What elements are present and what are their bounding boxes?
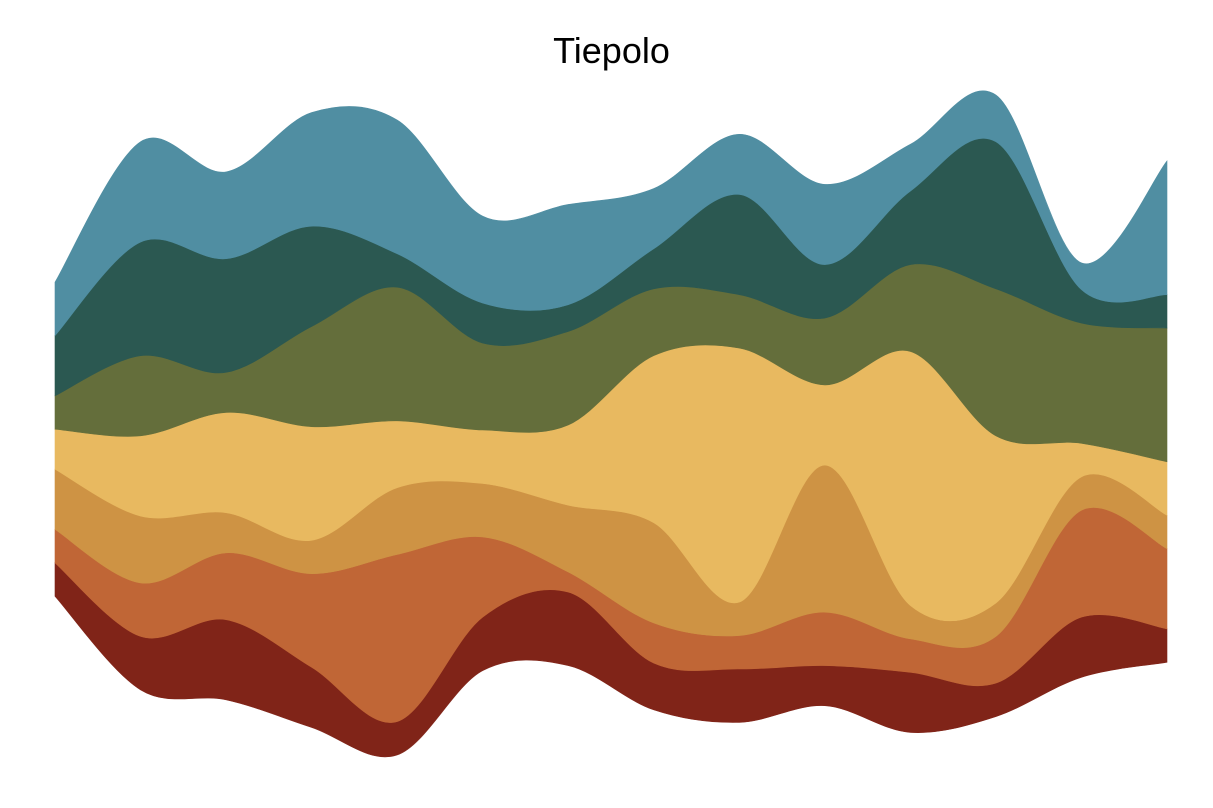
stream-layer-7 [54, 90, 1168, 337]
chart-title: Tiepolo [553, 30, 670, 71]
stream-layers [54, 90, 1168, 758]
